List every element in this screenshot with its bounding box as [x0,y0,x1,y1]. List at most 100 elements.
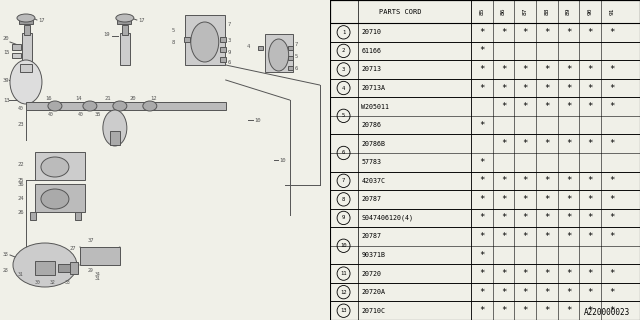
Text: *: * [588,176,593,185]
Bar [120,33,130,65]
Text: *: * [479,269,484,278]
Text: 91: 91 [609,8,614,15]
Text: *: * [522,195,528,204]
Text: *: * [479,121,484,130]
Text: 10: 10 [340,243,347,248]
Text: *: * [479,288,484,297]
Bar [35,184,85,212]
Bar [12,44,21,50]
Text: *: * [609,213,615,222]
Text: *: * [588,28,593,37]
Text: *: * [500,28,506,37]
Text: 37: 37 [88,237,94,243]
Text: 20786B: 20786B [361,141,385,147]
Text: *: * [609,269,615,278]
Text: *: * [479,306,484,315]
Text: *: * [522,306,528,315]
Text: 31: 31 [18,273,24,277]
Bar [122,25,128,35]
Text: 23: 23 [18,123,24,127]
Ellipse shape [83,101,97,111]
Text: 40: 40 [18,106,24,110]
Text: *: * [609,195,615,204]
Bar [110,131,120,145]
Text: 35: 35 [95,113,101,117]
Text: 34: 34 [95,271,100,276]
Text: S047406120(4): S047406120(4) [361,215,413,221]
Text: *: * [609,139,615,148]
Text: 10: 10 [280,157,286,163]
Text: 30: 30 [35,279,41,284]
Text: *: * [609,288,615,297]
Text: 7: 7 [294,43,298,47]
Ellipse shape [41,189,69,209]
Bar [75,212,81,220]
Text: *: * [588,139,593,148]
Text: *: * [522,288,528,297]
Text: 87: 87 [523,8,527,15]
Text: *: * [544,269,550,278]
Text: *: * [500,176,506,185]
Text: 3: 3 [342,67,345,72]
Text: *: * [566,232,572,241]
Bar [287,56,292,60]
Text: 14: 14 [75,95,81,100]
Text: *: * [544,288,550,297]
Text: 6: 6 [228,60,231,65]
Text: 39: 39 [3,77,10,83]
Bar [287,66,292,70]
Text: *: * [479,213,484,222]
Text: 21: 21 [105,95,111,100]
Text: *: * [544,84,550,92]
Text: *: * [588,288,593,297]
Text: 20: 20 [3,36,10,41]
Text: *: * [566,269,572,278]
Text: *: * [522,65,528,74]
Text: *: * [479,251,484,260]
Text: *: * [588,232,593,241]
Bar [117,18,131,24]
Bar [26,102,226,110]
Text: *: * [500,139,506,148]
Text: 3: 3 [228,37,231,43]
Text: 7: 7 [342,178,345,183]
Text: 17: 17 [38,18,44,22]
Text: 85: 85 [479,8,484,15]
Bar [220,57,226,62]
Text: *: * [566,102,572,111]
Text: 12: 12 [150,95,156,100]
Bar [258,46,262,50]
Text: 38: 38 [3,252,9,258]
Text: *: * [479,176,484,185]
Text: *: * [479,84,484,92]
Text: *: * [566,213,572,222]
Text: *: * [479,65,484,74]
Text: 20710: 20710 [361,29,381,35]
Text: *: * [566,288,572,297]
Text: 90: 90 [588,8,593,15]
Text: *: * [566,139,572,148]
Text: *: * [544,195,550,204]
Text: *: * [500,84,506,92]
Text: 40: 40 [78,113,84,117]
Text: 20: 20 [130,95,136,100]
Text: 86: 86 [501,8,506,15]
Text: 33: 33 [65,279,70,284]
Text: 6: 6 [294,66,298,70]
Text: 22: 22 [18,163,24,167]
Text: 88: 88 [545,8,549,15]
Text: *: * [609,84,615,92]
Text: *: * [544,28,550,37]
Ellipse shape [103,110,127,146]
Text: 15: 15 [3,50,10,54]
Text: 20787: 20787 [361,196,381,202]
Text: PARTS CORD: PARTS CORD [379,9,422,14]
Text: 36: 36 [18,181,24,187]
Text: *: * [588,65,593,74]
Text: *: * [500,232,506,241]
Text: 4: 4 [246,44,250,50]
Text: *: * [609,306,615,315]
Ellipse shape [10,60,42,104]
Text: 10: 10 [255,117,261,123]
Text: *: * [544,232,550,241]
